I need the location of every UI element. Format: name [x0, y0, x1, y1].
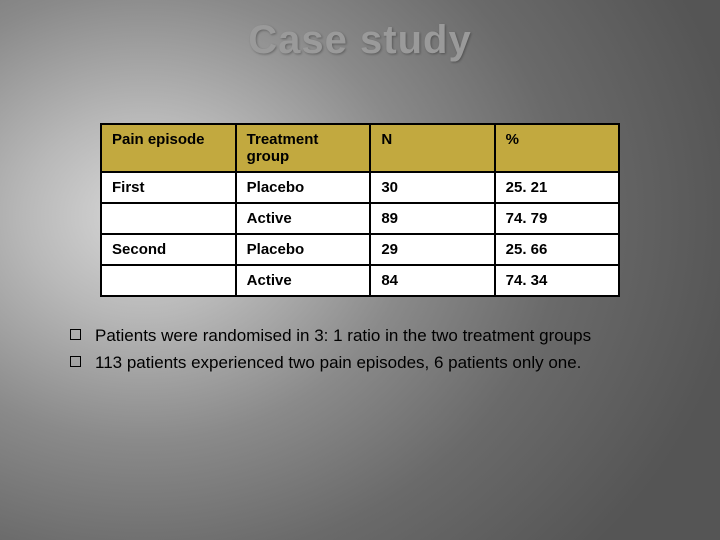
- cell-episode: [101, 265, 236, 296]
- cell-pct: 25. 21: [495, 172, 619, 203]
- col-header-treatment-group: Treatment group: [236, 124, 371, 172]
- cell-episode: [101, 203, 236, 234]
- square-bullet-icon: [70, 356, 81, 367]
- square-bullet-icon: [70, 329, 81, 340]
- cell-episode: Second: [101, 234, 236, 265]
- data-table: Pain episode Treatment group N % First P…: [100, 123, 620, 297]
- cell-group: Placebo: [236, 172, 371, 203]
- cell-pct: 25. 66: [495, 234, 619, 265]
- bullet-text: 113 patients experienced two pain episod…: [95, 352, 660, 375]
- cell-n: 89: [370, 203, 494, 234]
- list-item: 113 patients experienced two pain episod…: [70, 352, 660, 375]
- cell-episode: First: [101, 172, 236, 203]
- data-table-container: Pain episode Treatment group N % First P…: [100, 123, 620, 297]
- col-header-percent: %: [495, 124, 619, 172]
- cell-n: 29: [370, 234, 494, 265]
- cell-group: Active: [236, 203, 371, 234]
- cell-pct: 74. 79: [495, 203, 619, 234]
- table-row: Active 89 74. 79: [101, 203, 619, 234]
- col-header-pain-episode: Pain episode: [101, 124, 236, 172]
- slide-title: Case study: [0, 0, 720, 63]
- cell-n: 30: [370, 172, 494, 203]
- col-header-n: N: [370, 124, 494, 172]
- bullet-list: Patients were randomised in 3: 1 ratio i…: [70, 325, 660, 375]
- cell-pct: 74. 34: [495, 265, 619, 296]
- table-header-row: Pain episode Treatment group N %: [101, 124, 619, 172]
- bullet-text: Patients were randomised in 3: 1 ratio i…: [95, 325, 660, 348]
- cell-group: Placebo: [236, 234, 371, 265]
- table-row: Second Placebo 29 25. 66: [101, 234, 619, 265]
- cell-n: 84: [370, 265, 494, 296]
- list-item: Patients were randomised in 3: 1 ratio i…: [70, 325, 660, 348]
- table-row: First Placebo 30 25. 21: [101, 172, 619, 203]
- table-row: Active 84 74. 34: [101, 265, 619, 296]
- cell-group: Active: [236, 265, 371, 296]
